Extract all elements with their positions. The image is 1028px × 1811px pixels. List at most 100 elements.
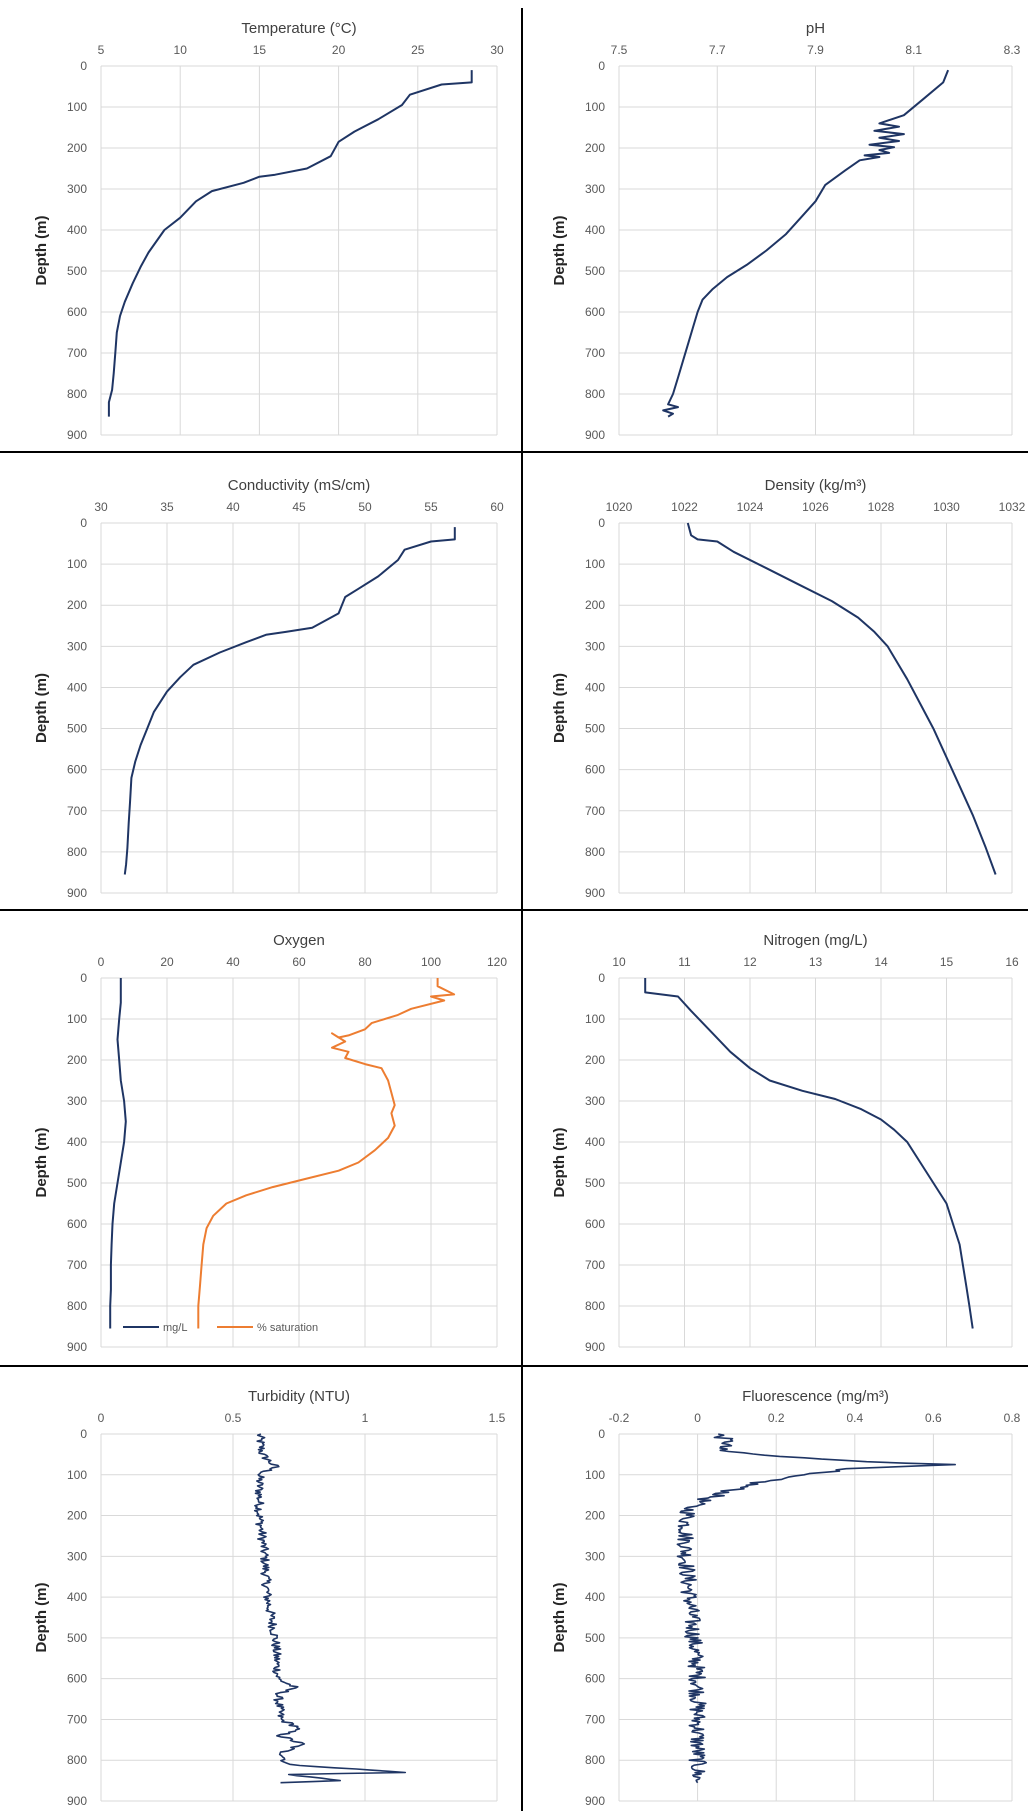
x-tick-label: 7.7 xyxy=(709,43,726,57)
x-tick-label: 12 xyxy=(743,955,757,969)
x-tick-label: 20 xyxy=(160,955,174,969)
chart-panel-1: Temperature (°C)5 10 15 20 25 300100200300400… xyxy=(33,20,504,442)
x-tick-label: 10 xyxy=(612,955,626,969)
x-tick-label: 15 xyxy=(940,955,954,969)
y-tick-label: 200 xyxy=(585,141,605,155)
y-tick-label: 200 xyxy=(585,1053,605,1067)
y-tick-label: 100 xyxy=(67,557,87,571)
y-tick-label: 400 xyxy=(67,680,87,694)
x-tick-label: 13 xyxy=(809,955,823,969)
series-line-profile xyxy=(662,69,950,418)
chart-title: Temperature (°C) xyxy=(241,20,356,37)
chart-panel-2: pH 7.5 7.7 7.9 8.1 8.3 0 100 200 300 400 500 600 700 8… xyxy=(551,20,1021,442)
x-tick-label: 7.9 xyxy=(807,43,824,57)
y-tick-label: 700 xyxy=(67,1258,87,1272)
x-tick-label: 0.8 xyxy=(1004,1411,1021,1425)
chart-title: Conductivity (mS/cm) xyxy=(228,477,371,494)
x-tick-label: 1022 xyxy=(671,500,698,514)
y-tick-label: 200 xyxy=(67,598,87,612)
x-tick-label: 1020 xyxy=(606,500,633,514)
y-tick-label: 600 xyxy=(67,763,87,777)
x-tick-label: 0.2 xyxy=(768,1411,785,1425)
x-tick-label: 0 xyxy=(694,1411,701,1425)
y-tick-label: 900 xyxy=(585,428,605,442)
x-tick-label: 10 xyxy=(174,43,188,57)
x-tick-label: 5 xyxy=(98,43,105,57)
x-tick-label: 40 xyxy=(226,500,240,514)
y-tick-label: 900 xyxy=(67,1340,87,1354)
x-tick-label: 40 xyxy=(226,955,240,969)
y-tick-label: 800 xyxy=(585,1753,605,1767)
x-tick-label: 45 xyxy=(292,500,306,514)
y-tick-label: 600 xyxy=(585,305,605,319)
series-line-mg-l xyxy=(109,978,127,1329)
y-tick-label: 800 xyxy=(585,1299,605,1313)
y-tick-label: 400 xyxy=(585,1590,605,1604)
y-tick-label: 0 xyxy=(80,971,87,985)
series-line-profile xyxy=(107,70,473,417)
x-tick-label: 60 xyxy=(490,500,504,514)
y-tick-label: 400 xyxy=(67,1590,87,1604)
x-tick-label: 16 xyxy=(1005,955,1019,969)
y-tick-label: 800 xyxy=(585,845,605,859)
x-tick-label: 120 xyxy=(487,955,507,969)
y-tick-label: 600 xyxy=(67,305,87,319)
y-tick-label: 300 xyxy=(67,1549,87,1563)
x-tick-label: 1026 xyxy=(802,500,829,514)
y-tick-label: 300 xyxy=(67,1094,87,1108)
x-tick-label: 15 xyxy=(253,43,267,57)
y-tick-label: 700 xyxy=(585,346,605,360)
y-tick-label: 500 xyxy=(585,722,605,736)
chart-title: Oxygen xyxy=(273,932,325,949)
y-tick-label: 100 xyxy=(585,1012,605,1026)
x-tick-label: 80 xyxy=(358,955,372,969)
legend: mg/L % saturation xyxy=(123,1322,318,1334)
x-tick-label: -0.2 xyxy=(609,1411,630,1425)
chart-title: Nitrogen (mg/L) xyxy=(763,932,867,949)
y-tick-label: 200 xyxy=(67,141,87,155)
y-tick-label: 800 xyxy=(67,1299,87,1313)
x-tick-label: 0 xyxy=(98,955,105,969)
x-tick-label: 0.5 xyxy=(225,1411,242,1425)
x-tick-label: 14 xyxy=(874,955,888,969)
y-tick-label: 600 xyxy=(585,1217,605,1231)
y-tick-label: 800 xyxy=(585,387,605,401)
chart-title: Turbidity (NTU) xyxy=(248,1388,350,1405)
x-tick-label: 1024 xyxy=(737,500,764,514)
chart-panel-6: Nitrogen (mg/L) 10 11 12 13 14 15 16 0 100 200 300 4… xyxy=(551,932,1019,1354)
y-tick-label: 900 xyxy=(67,428,87,442)
y-tick-label: 200 xyxy=(585,598,605,612)
y-axis-label: Depth (m) xyxy=(33,1583,50,1653)
y-tick-label: 500 xyxy=(67,1176,87,1190)
y-tick-label: 500 xyxy=(67,264,87,278)
y-axis-label: Depth (m) xyxy=(551,216,568,286)
y-axis-label: Depth (m) xyxy=(551,1128,568,1198)
y-tick-label: 0 xyxy=(80,1427,87,1441)
y-tick-label: 300 xyxy=(585,639,605,653)
y-tick-label: 400 xyxy=(67,1135,87,1149)
y-tick-label: 0 xyxy=(598,971,605,985)
y-tick-label: 500 xyxy=(67,1631,87,1645)
y-tick-label: 100 xyxy=(67,100,87,114)
y-tick-label: 400 xyxy=(585,1135,605,1149)
y-tick-label: 600 xyxy=(67,1672,87,1686)
chart-panel-3: Conductivity (mS/cm)30 35 40 45 50 55 60010020… xyxy=(33,477,504,900)
y-tick-label: 900 xyxy=(585,886,605,900)
x-tick-label: 1030 xyxy=(933,500,960,514)
y-tick-label: 0 xyxy=(598,59,605,73)
series-line--saturation xyxy=(197,978,456,1329)
y-tick-label: 0 xyxy=(598,516,605,530)
series-line-profile xyxy=(644,978,974,1329)
y-axis-label: Depth (m) xyxy=(551,1583,568,1653)
y-tick-label: 700 xyxy=(585,1712,605,1726)
y-tick-label: 900 xyxy=(67,886,87,900)
y-tick-label: 300 xyxy=(585,1094,605,1108)
x-tick-label: 8.1 xyxy=(905,43,922,57)
y-tick-label: 900 xyxy=(585,1340,605,1354)
chart-panel-8: Fluorescence (mg/m³) -0.2 0 0.2 0.4 0.6 0.8 0 10… xyxy=(551,1388,1021,1808)
y-tick-label: 700 xyxy=(67,346,87,360)
y-tick-label: 300 xyxy=(585,1549,605,1563)
y-tick-label: 900 xyxy=(585,1794,605,1808)
y-tick-label: 400 xyxy=(585,223,605,237)
chart-panel-4: Density (kg/m³) 1020 1022 1024 1026 1028 1030 1… xyxy=(551,477,1026,900)
